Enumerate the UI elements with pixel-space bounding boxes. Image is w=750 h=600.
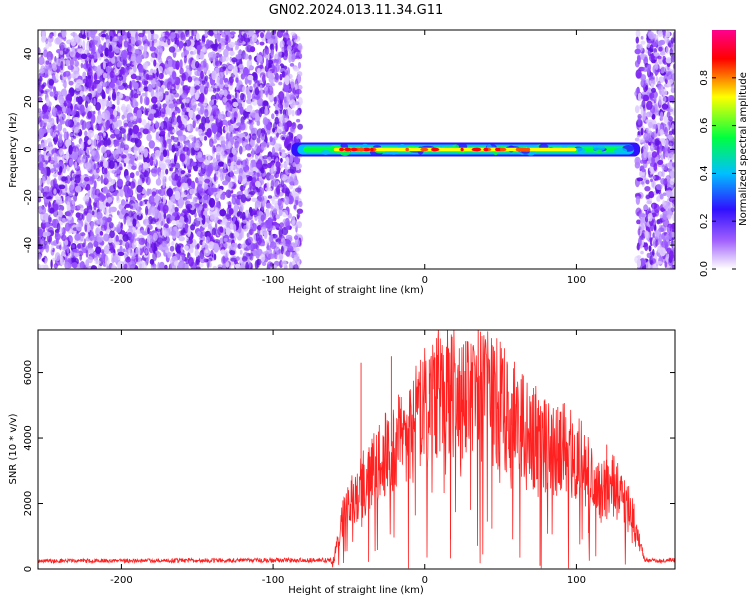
colorbar-tick-label: 0.6 xyxy=(699,118,710,134)
snr-series-line xyxy=(38,330,675,569)
spectrogram-plot-area xyxy=(38,30,675,269)
spectrogram-y-label: Frequency (Hz) xyxy=(8,112,19,188)
x-tick-label: -200 xyxy=(110,275,133,286)
colorbar-gradient xyxy=(712,30,736,269)
snr-y-label: SNR (10 * v/v) xyxy=(8,413,19,484)
signal-band xyxy=(291,142,641,157)
colorbar: 0.0 0.2 0.4 0.6 0.8 Normalized spectral ampl… xyxy=(699,30,749,277)
noise-region xyxy=(38,30,304,269)
figure-title: GN02.2024.013.11.34.G11 xyxy=(269,3,444,18)
y-tick-label: 40 xyxy=(23,48,34,61)
colorbar-ticks: 0.0 0.2 0.4 0.6 0.8 xyxy=(699,70,736,277)
colorbar-tick-label: 0.0 xyxy=(699,261,710,277)
noise-region xyxy=(634,30,675,269)
colorbar-tick-label: 0.4 xyxy=(699,165,710,181)
y-tick-label: 0 xyxy=(23,566,34,572)
x-tick-label: -100 xyxy=(262,275,285,286)
x-tick-label: 0 xyxy=(422,575,428,586)
snr-frame xyxy=(37,329,676,570)
y-tick-label: 0 xyxy=(23,146,34,152)
y-tick-label: -20 xyxy=(23,189,34,205)
snr-plot-area xyxy=(38,330,675,569)
y-tick-label: 20 xyxy=(23,95,34,108)
colorbar-tick-label: 0.2 xyxy=(699,213,710,229)
colorbar-tick-label: 0.8 xyxy=(699,70,710,86)
y-tick-label: -40 xyxy=(23,237,34,253)
y-tick-label: 2000 xyxy=(23,491,34,516)
x-tick-label: 0 xyxy=(422,275,428,286)
spectrogram-x-label: Height of straight line (km) xyxy=(288,285,424,296)
y-tick-label: 4000 xyxy=(23,425,34,450)
x-tick-label: 100 xyxy=(567,575,586,586)
colorbar-label: Normalized spectral amplitude xyxy=(738,72,749,226)
x-tick-label: -200 xyxy=(110,575,133,586)
x-tick-label: -100 xyxy=(262,575,285,586)
x-tick-label: 100 xyxy=(567,275,586,286)
snr-x-label: Height of straight line (km) xyxy=(288,585,424,596)
y-tick-label: 6000 xyxy=(23,360,34,385)
